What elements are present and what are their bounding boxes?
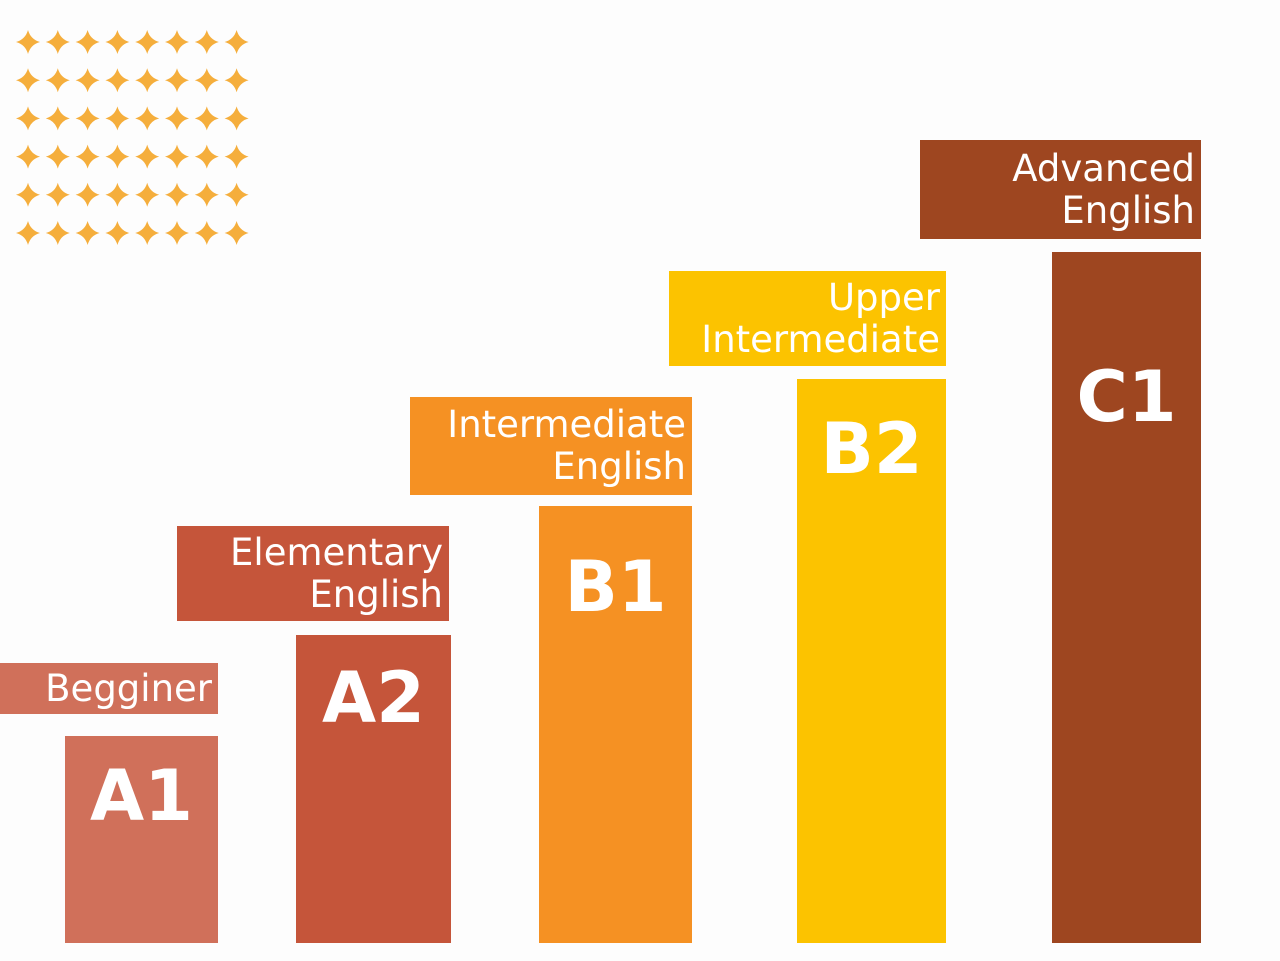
sparkle-star-icon <box>75 106 100 131</box>
sparkle-star-icon <box>16 221 40 245</box>
level-code-b2: B2 <box>820 408 923 490</box>
sparkle-star-icon <box>165 144 189 169</box>
sparkle-star-icon <box>105 68 130 93</box>
sparkle-star-icon <box>165 106 189 131</box>
level-label-b1: Intermediate English <box>410 397 692 495</box>
sparkle-star-icon <box>224 182 249 207</box>
sparkle-star-icon <box>194 182 219 207</box>
sparkle-star-icon <box>75 68 100 93</box>
level-label-b2-line-1: Upper <box>827 275 940 319</box>
sparkle-star-icon <box>45 106 70 131</box>
sparkle-star-icon <box>224 106 249 131</box>
sparkle-star-icon <box>105 30 130 54</box>
level-label-a2: Elementary English <box>177 526 449 621</box>
sparkle-star-icon <box>75 144 100 169</box>
sparkle-star-icon <box>194 68 219 93</box>
sparkle-star-icon <box>16 144 40 169</box>
sparkle-star-icon <box>135 30 160 54</box>
sparkle-star-icon <box>75 30 100 54</box>
sparkle-star-icon <box>135 144 160 169</box>
sparkle-star-icon <box>165 221 189 245</box>
level-label-c1-line-1: Advanced <box>1012 146 1195 190</box>
sparkle-star-icon <box>165 30 189 54</box>
level-bar-b2: B2 <box>797 379 946 943</box>
sparkle-star-icon <box>16 30 40 54</box>
level-label-b1-line-1: Intermediate <box>447 403 686 446</box>
sparkle-star-icon <box>224 221 249 245</box>
level-label-a2-line-2: English <box>309 572 443 616</box>
sparkle-star-icon <box>165 182 189 207</box>
level-label-c1: Advanced English <box>920 140 1201 239</box>
sparkle-star-icon <box>105 106 130 131</box>
sparkle-star-icon <box>45 221 70 245</box>
level-label-b1-line-2: English <box>552 445 686 488</box>
sparkle-star-icon <box>45 144 70 169</box>
sparkle-star-icon <box>16 182 40 207</box>
level-bar-a1: A1 <box>65 736 218 943</box>
level-label-a1-line-1: Begginer <box>45 666 212 710</box>
level-label-b2: Upper Intermediate <box>669 271 946 366</box>
level-label-a1: Begginer <box>0 663 218 714</box>
sparkle-star-icon <box>194 144 219 169</box>
sparkle-star-icon <box>194 106 219 131</box>
sparkle-star-icon <box>135 106 160 131</box>
level-code-a2: A2 <box>322 657 425 739</box>
sparkle-star-icon <box>135 68 160 93</box>
sparkle-star-icon <box>194 221 219 245</box>
sparkle-star-icon <box>165 68 189 93</box>
level-code-a1: A1 <box>90 755 193 837</box>
level-code-b1: B1 <box>564 546 667 628</box>
sparkle-star-icon <box>75 182 100 207</box>
sparkle-star-icon <box>224 68 249 93</box>
sparkle-star-icon <box>75 221 100 245</box>
level-bar-a2: A2 <box>296 635 451 943</box>
sparkle-star-grid-icon <box>16 30 249 245</box>
sparkle-star-icon <box>16 106 40 131</box>
sparkle-star-icon <box>135 221 160 245</box>
sparkle-star-icon <box>135 182 160 207</box>
level-bar-c1: C1 <box>1052 252 1201 943</box>
sparkle-star-icon <box>105 221 130 245</box>
level-code-c1: C1 <box>1076 356 1177 438</box>
sparkle-star-icon <box>224 144 249 169</box>
sparkle-star-icon <box>105 182 130 207</box>
sparkle-star-icon <box>105 144 130 169</box>
level-label-b2-line-2: Intermediate <box>701 317 940 361</box>
sparkle-star-icon <box>224 30 249 54</box>
sparkle-star-icon <box>16 68 40 93</box>
level-label-a2-line-1: Elementary <box>230 530 443 574</box>
sparkle-star-icon <box>45 182 70 207</box>
level-label-c1-line-2: English <box>1061 188 1195 232</box>
sparkle-star-icon <box>45 68 70 93</box>
sparkle-star-icon <box>45 30 70 54</box>
level-bar-b1: B1 <box>539 506 692 943</box>
sparkle-star-icon <box>194 30 219 54</box>
